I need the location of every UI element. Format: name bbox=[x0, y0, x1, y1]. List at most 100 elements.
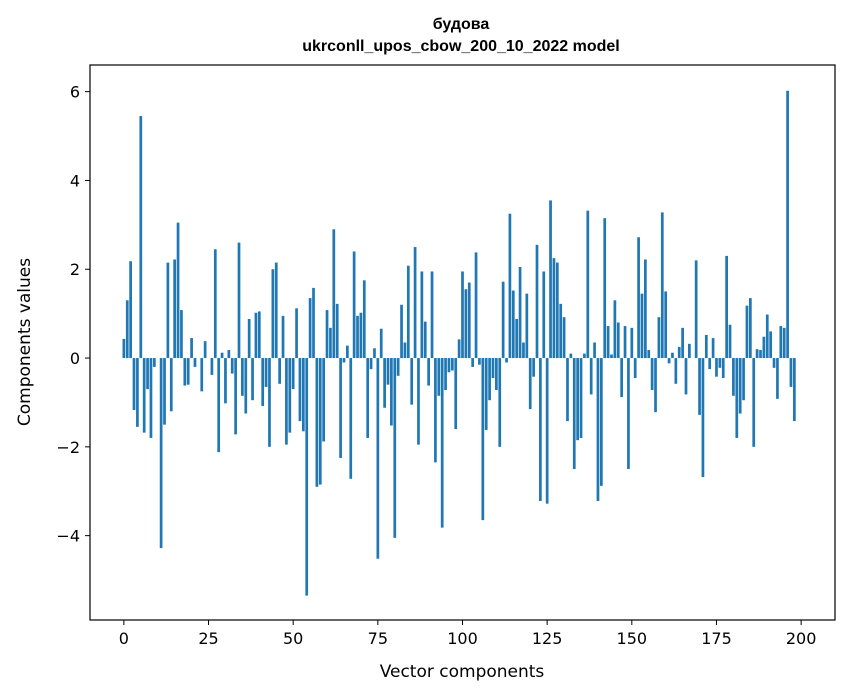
bar-160 bbox=[664, 291, 668, 359]
bar-136 bbox=[583, 353, 586, 359]
bar-4 bbox=[136, 358, 139, 427]
bar-190 bbox=[765, 314, 769, 359]
bar-52 bbox=[298, 358, 302, 422]
bar-102 bbox=[467, 282, 471, 359]
bar-191 bbox=[769, 331, 773, 359]
bar-180 bbox=[732, 358, 735, 396]
bar-6 bbox=[142, 358, 146, 433]
x-tick-label: 175 bbox=[701, 629, 732, 648]
bars-group bbox=[122, 90, 796, 596]
bar-186 bbox=[752, 358, 756, 447]
bar-170 bbox=[698, 358, 701, 415]
bar-173 bbox=[708, 358, 712, 370]
bar-124 bbox=[542, 271, 546, 359]
bar-121 bbox=[532, 358, 535, 377]
bar-137 bbox=[586, 210, 590, 359]
bar-138 bbox=[589, 358, 593, 395]
bar-151 bbox=[633, 358, 637, 379]
bar-13 bbox=[166, 262, 170, 359]
bar-64 bbox=[339, 358, 342, 458]
bar-112 bbox=[501, 281, 505, 359]
bar-53 bbox=[301, 358, 305, 432]
bar-18 bbox=[183, 358, 187, 386]
bar-50 bbox=[291, 358, 295, 390]
bar-15 bbox=[173, 259, 177, 359]
bar-120 bbox=[528, 358, 532, 410]
bar-80 bbox=[393, 358, 397, 538]
x-tick-label: 150 bbox=[617, 629, 648, 648]
bar-184 bbox=[745, 305, 749, 359]
bar-21 bbox=[193, 358, 197, 367]
bar-84 bbox=[406, 265, 410, 359]
bar-78 bbox=[386, 358, 390, 385]
y-axis-ticks: −4 −2 0 2 4 6 bbox=[56, 83, 90, 546]
bar-2 bbox=[129, 261, 132, 359]
bar-59 bbox=[322, 358, 326, 442]
bar-118 bbox=[522, 342, 525, 359]
bar-123 bbox=[539, 358, 542, 502]
bar-83 bbox=[403, 342, 407, 359]
bar-155 bbox=[647, 350, 651, 359]
bar-195 bbox=[782, 327, 786, 359]
bar-89 bbox=[423, 321, 427, 359]
bar-106 bbox=[481, 358, 485, 521]
bar-27 bbox=[213, 249, 217, 359]
y-tick-label: 6 bbox=[70, 83, 80, 102]
bar-63 bbox=[335, 303, 339, 359]
bar-0 bbox=[122, 338, 126, 359]
bar-36 bbox=[244, 358, 248, 414]
plot-frame bbox=[89, 64, 836, 621]
bar-14 bbox=[169, 358, 173, 412]
bar-32 bbox=[230, 358, 234, 374]
bar-67 bbox=[349, 358, 353, 479]
x-tick-label: 50 bbox=[283, 629, 303, 648]
bar-79 bbox=[390, 358, 393, 426]
bar-88 bbox=[420, 271, 424, 359]
bar-20 bbox=[190, 338, 193, 359]
bar-135 bbox=[579, 358, 583, 438]
bar-45 bbox=[274, 262, 278, 359]
bar-144 bbox=[610, 354, 613, 359]
bar-87 bbox=[417, 358, 420, 445]
bar-179 bbox=[728, 324, 732, 359]
x-tick-label: 100 bbox=[447, 629, 478, 648]
bar-44 bbox=[271, 269, 275, 359]
bar-158 bbox=[657, 317, 661, 359]
bar-95 bbox=[444, 358, 447, 391]
bar-117 bbox=[518, 267, 522, 359]
y-axis-label: Components values bbox=[15, 258, 35, 426]
bar-142 bbox=[603, 218, 607, 359]
bar-177 bbox=[721, 358, 725, 379]
bar-26 bbox=[210, 358, 214, 375]
bar-105 bbox=[478, 358, 481, 365]
bar-165 bbox=[681, 327, 684, 359]
bar-81 bbox=[396, 358, 400, 376]
bar-75 bbox=[376, 358, 380, 559]
bar-60 bbox=[325, 310, 329, 359]
bar-127 bbox=[552, 258, 556, 359]
bar-175 bbox=[715, 358, 718, 377]
bar-12 bbox=[163, 358, 166, 425]
bar-41 bbox=[261, 358, 265, 406]
bar-126 bbox=[549, 200, 552, 359]
bar-54 bbox=[305, 358, 309, 596]
bar-132 bbox=[569, 353, 573, 359]
y-tick-label: −2 bbox=[56, 438, 80, 457]
bar-178 bbox=[725, 255, 728, 359]
bar-100 bbox=[461, 271, 464, 359]
bar-55 bbox=[308, 298, 312, 359]
chart-title-line2: ukrconll_upos_cbow_200_10_2022 model bbox=[302, 38, 619, 55]
bar-82 bbox=[400, 304, 403, 359]
bar-183 bbox=[742, 358, 745, 401]
bar-148 bbox=[623, 326, 627, 359]
bar-49 bbox=[288, 358, 292, 433]
bar-29 bbox=[220, 352, 224, 359]
bar-34 bbox=[237, 242, 241, 359]
bar-114 bbox=[508, 213, 512, 359]
bar-56 bbox=[312, 287, 315, 359]
bar-133 bbox=[572, 358, 576, 470]
bar-43 bbox=[268, 358, 271, 447]
bar-101 bbox=[464, 289, 468, 359]
bar-171 bbox=[701, 358, 705, 478]
bar-91 bbox=[430, 271, 434, 359]
